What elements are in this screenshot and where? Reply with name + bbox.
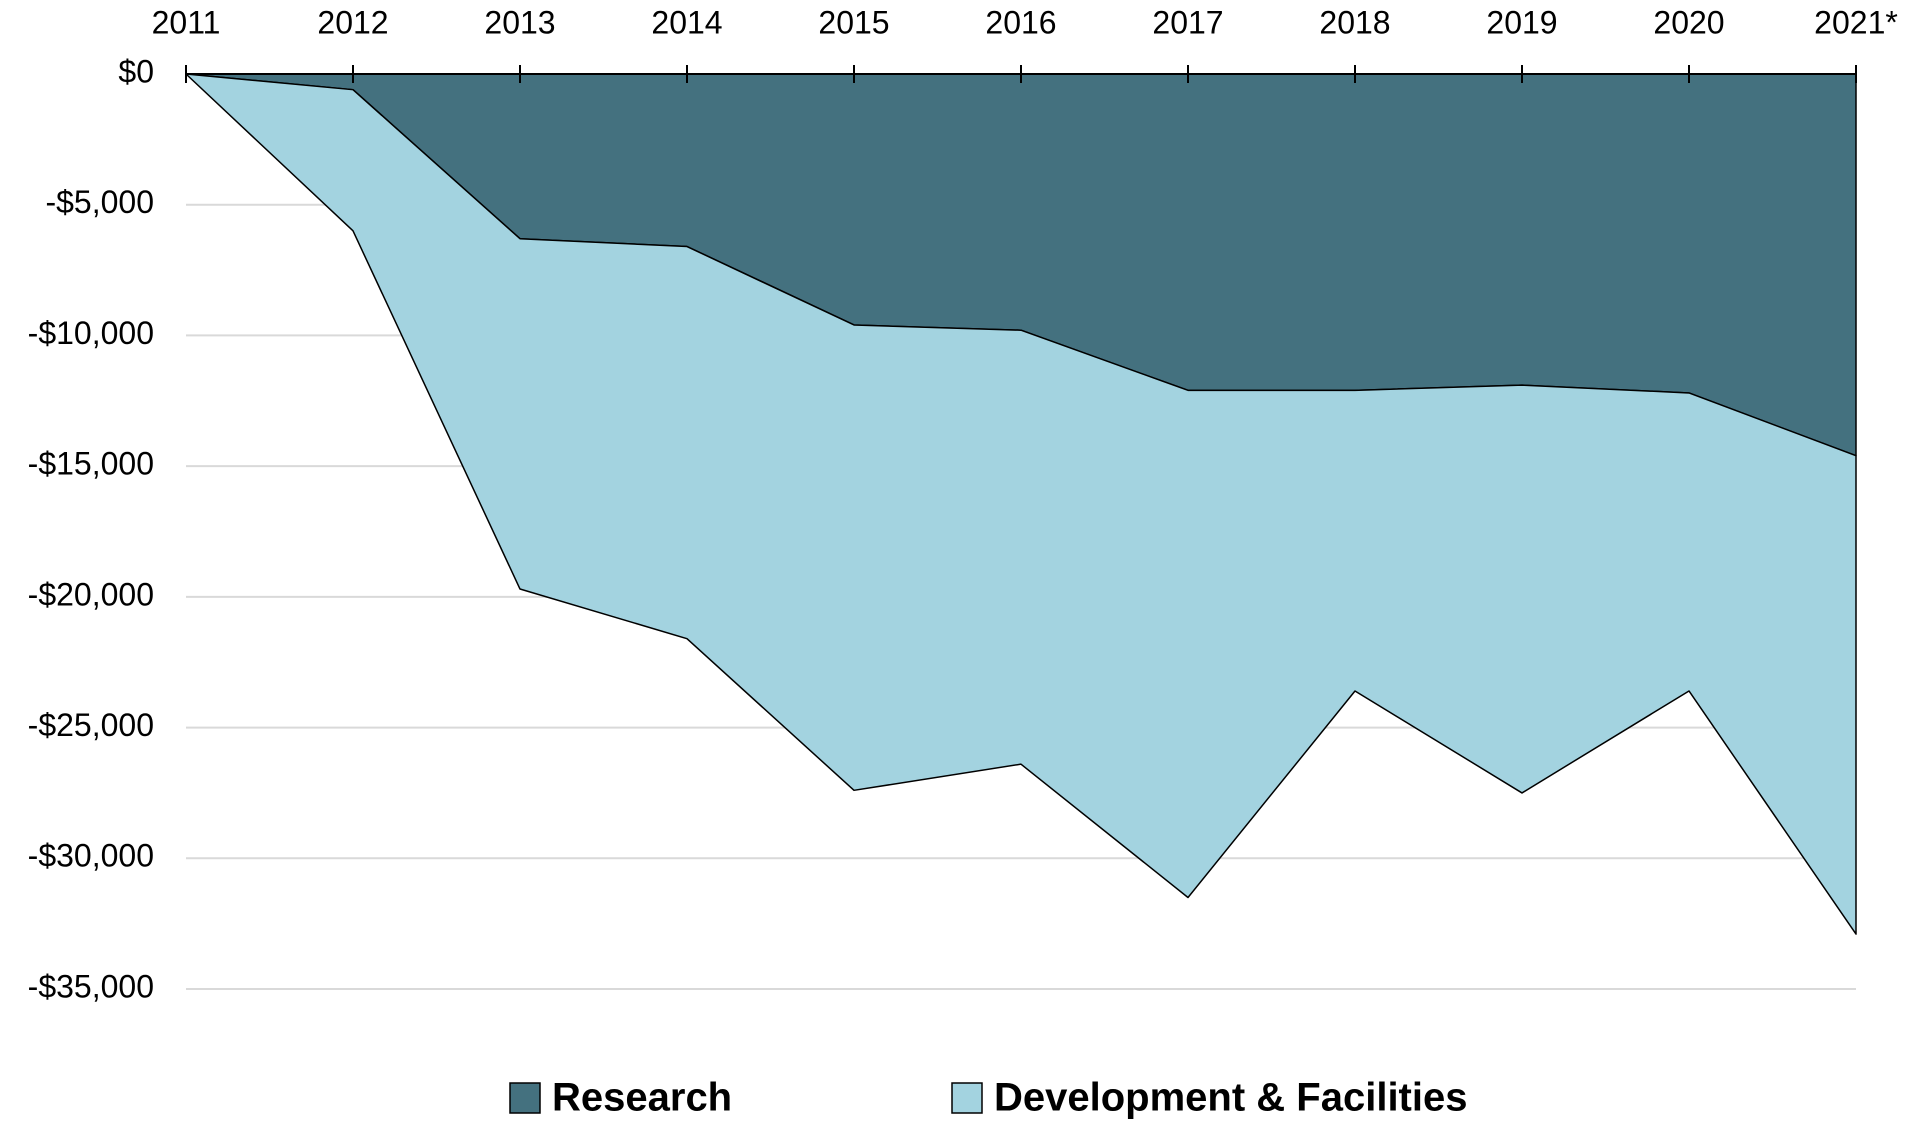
y-tick-label: $0 — [118, 53, 154, 89]
y-tick-label: -$10,000 — [28, 315, 154, 351]
y-tick-label: -$35,000 — [28, 968, 154, 1004]
legend-label: Research — [552, 1076, 732, 1120]
x-tick-label: 2016 — [985, 4, 1056, 40]
y-tick-label: -$20,000 — [28, 576, 154, 612]
area — [185, 73, 1857, 935]
y-tick-label: -$25,000 — [28, 707, 154, 743]
y-tick-label: -$15,000 — [28, 446, 154, 482]
legend-swatch — [951, 1082, 983, 1114]
x-tick-label: 2019 — [1486, 4, 1557, 40]
x-tick-label: 2018 — [1319, 4, 1390, 40]
y-tick-label: -$30,000 — [28, 838, 154, 874]
legend-label: Development & Facilities — [994, 1076, 1467, 1120]
x-tick-label: 2013 — [484, 4, 555, 40]
x-tick-label: 2017 — [1152, 4, 1223, 40]
x-tick-label: 2015 — [818, 4, 889, 40]
x-tick-label: 2011 — [152, 4, 221, 40]
x-tick-label: 2014 — [651, 4, 722, 40]
x-tick-label: 2020 — [1653, 4, 1724, 40]
legend-swatch — [509, 1082, 541, 1114]
x-tick-label: 2021* — [1814, 4, 1898, 40]
y-tick-label: -$5,000 — [45, 184, 154, 220]
x-tick-label: 2012 — [317, 4, 388, 40]
